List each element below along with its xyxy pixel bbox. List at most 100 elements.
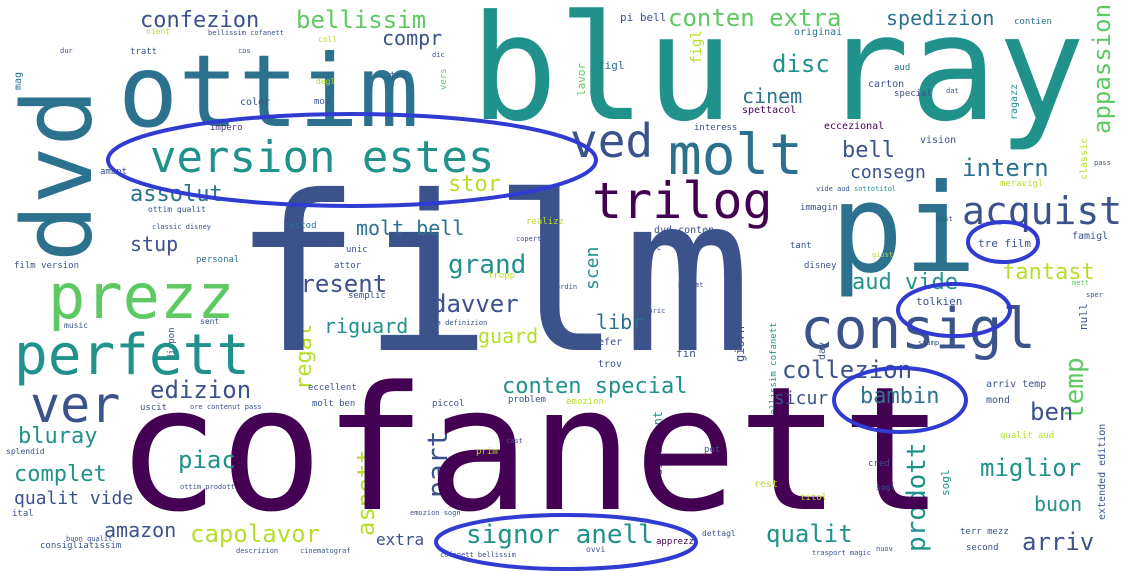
word-semplic: semplic: [348, 291, 386, 301]
word-tolkien: tolkien: [916, 295, 963, 308]
word-sent: sent: [200, 317, 220, 326]
word-davver: davver: [432, 290, 519, 318]
word-sottotitol: sottotitol: [854, 185, 897, 193]
word-trov: trov: [598, 359, 623, 370]
word-amazon: amazon: [104, 518, 177, 542]
word-dur: dur: [60, 47, 73, 55]
word-mod: mod: [314, 97, 331, 107]
word-edizion: edizion: [150, 376, 252, 404]
word-ottim-qualit: ottim qualit: [148, 205, 206, 214]
word-music: music: [64, 321, 89, 330]
word-bellissim-cofanett: bellissim cofanett: [208, 29, 284, 37]
word-stor: stor: [448, 172, 501, 197]
word-trasport-magic: trasport magic: [812, 549, 872, 557]
word-spedizion: spedizion: [886, 6, 995, 30]
word-signor-anell: signor anell: [466, 520, 654, 550]
word-sper: sper: [1086, 291, 1103, 299]
word-buon: buon: [1034, 492, 1083, 516]
word-dvd-conten: dvd conten: [654, 225, 715, 236]
word-pi: pi: [830, 158, 977, 300]
word-tropp: tropp: [488, 271, 516, 281]
word-dettagl: dettagl: [702, 529, 736, 538]
word-emozion-sogn: emozion sogn: [410, 509, 461, 517]
word-cofanett-bellissim: cofanett bellissim: [440, 551, 516, 559]
word-acquist: acquist: [962, 189, 1123, 233]
word-bambin: bambin: [860, 384, 940, 409]
word-ordin: ordin: [556, 283, 578, 291]
word-prim: prim: [476, 447, 498, 457]
word-interess: interess: [694, 123, 738, 133]
word-dic: dic: [432, 51, 445, 59]
word-dat: dat: [946, 87, 959, 95]
word-vers: vers: [439, 68, 449, 90]
word-null: null: [1077, 303, 1090, 331]
word-consigliatissim: consigliatissim: [40, 541, 122, 551]
word-qualit-aud: qualit aud: [1000, 431, 1055, 441]
word-eccezional: eccezional: [824, 121, 885, 132]
word-impero: impero: [210, 123, 243, 133]
word-qualit: qualit: [766, 520, 853, 548]
word-terr-mezz: terr mezz: [960, 527, 1009, 537]
word-fantast: fantast: [1002, 260, 1095, 285]
word-personal: personal: [196, 255, 240, 265]
word-capolavor: capolavor: [190, 520, 321, 548]
word-consigl: consigl: [800, 297, 1037, 362]
word-tre-film: tre film: [978, 237, 1031, 250]
word-miglior: miglior: [980, 454, 1082, 482]
word-attor: attor: [334, 261, 362, 271]
word-riguard: riguard: [324, 314, 409, 338]
word-descrizion: descrizion: [236, 547, 279, 555]
word-meravigl: meravigl: [1000, 179, 1044, 189]
word-aud: aud: [894, 63, 911, 73]
word-ovvi: ovvi: [586, 545, 606, 554]
word-nient: nient: [146, 27, 171, 36]
word-eccellent: eccellent: [308, 383, 357, 393]
word-unic: unic: [346, 245, 368, 255]
word-degl: degl: [316, 77, 336, 86]
word-ben: ben: [1030, 398, 1074, 426]
word-bell: bell: [842, 138, 895, 163]
word-prezz: prezz: [48, 260, 235, 333]
word-bellissim: bellissim: [296, 6, 427, 34]
word-pass: pass: [1094, 159, 1111, 167]
word-cinematograf: cinematograf: [300, 547, 351, 555]
word-second: second: [966, 543, 999, 553]
word-tratt: tratt: [130, 47, 158, 57]
word-nuov: nuov: [876, 545, 893, 553]
word-ottim: ottim: [118, 33, 420, 150]
word-ital: ital: [12, 509, 34, 519]
word-alta-definizion: alta definizion: [424, 319, 488, 327]
word-consegn: consegn: [850, 162, 926, 183]
word-extra: extra: [376, 530, 425, 549]
word-piac: piac: [178, 446, 236, 474]
word-problem: problem: [508, 395, 546, 405]
word-disney: disney: [804, 261, 837, 271]
word-molt-bell: molt bell: [356, 216, 465, 240]
word-cast: cast: [506, 437, 523, 445]
word-storic: storic: [640, 307, 666, 315]
word-spettacol: spettacol: [742, 105, 797, 116]
word-mond: mond: [986, 395, 1011, 406]
word-titol: titol: [800, 493, 828, 503]
word-vide-aud: vide aud: [816, 185, 850, 193]
word-vist: vist: [936, 215, 953, 223]
word-vision: vision: [920, 135, 957, 146]
word-ved: ved: [570, 114, 654, 168]
word-cofanett: cofanett: [116, 349, 945, 550]
word-dvd: dvd: [2, 88, 114, 262]
word-copert: copert: [516, 235, 542, 243]
word-arriv-temp: arriv temp: [986, 379, 1047, 390]
word-confezion: confezion: [140, 8, 260, 33]
word-cos: cos: [238, 47, 251, 55]
word-cinem: cinem: [742, 84, 803, 108]
word-ore-contenut-pass: ore contenut pass: [190, 403, 262, 411]
word-arriv: arriv: [1022, 528, 1095, 556]
word-pi-bell: pi bell: [620, 11, 667, 24]
word-fin: fin: [676, 347, 696, 360]
word-compr: compr: [382, 26, 443, 50]
word-apprezz: apprezz: [656, 537, 694, 547]
word-version-estes: version estes: [150, 132, 495, 183]
word-assolut: assolut: [130, 182, 223, 207]
word-pot: pot: [704, 445, 721, 455]
